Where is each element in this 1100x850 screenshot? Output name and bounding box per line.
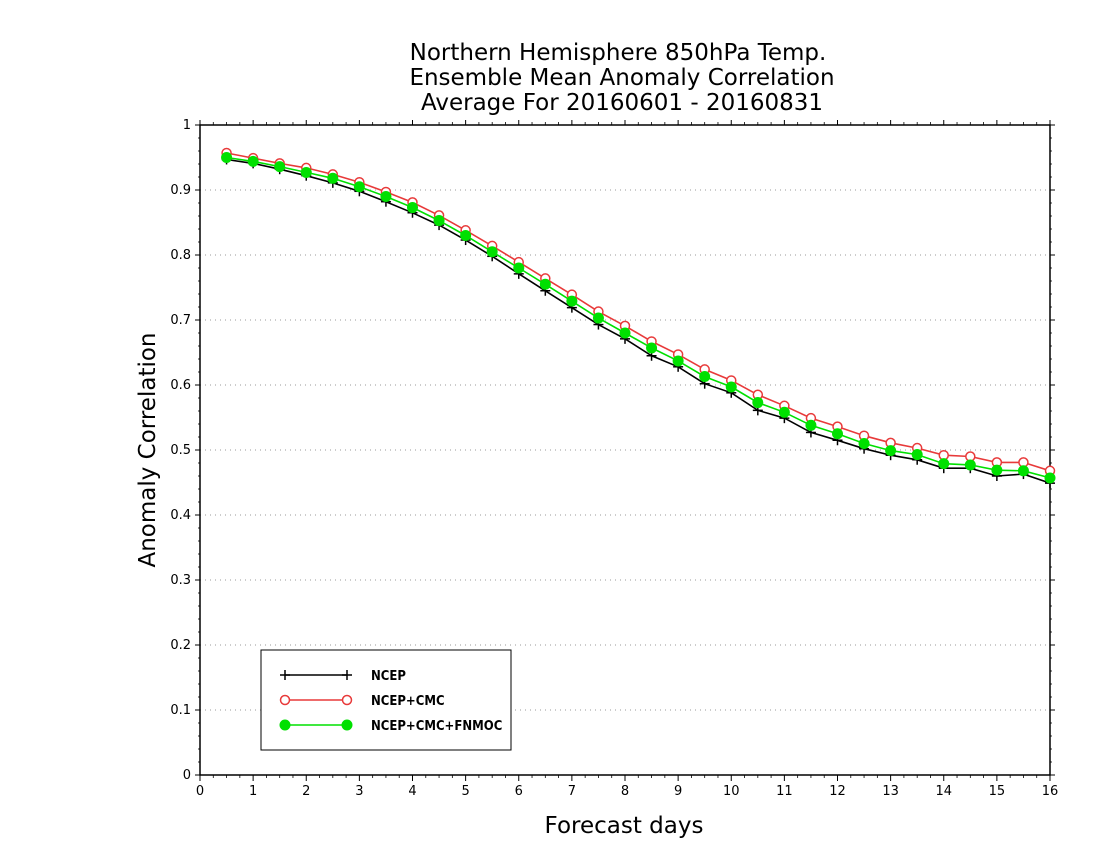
x-tick-label: 11 xyxy=(776,784,793,799)
legend-marker-end xyxy=(341,719,353,731)
data-point xyxy=(964,459,976,471)
data-point xyxy=(407,202,418,214)
legend-marker-start xyxy=(279,694,291,706)
y-tick-label: 0.4 xyxy=(170,508,191,523)
data-point xyxy=(327,172,339,184)
data-point xyxy=(1044,472,1056,484)
data-point xyxy=(858,438,870,449)
x-tick-label: 1 xyxy=(249,784,257,799)
chart-title: Northern Hemisphere 850hPa Temp. Ensembl… xyxy=(409,40,834,116)
y-tick-label: 0.3 xyxy=(170,573,191,588)
legend-marker-start xyxy=(279,719,291,731)
y-tick-label: 0.2 xyxy=(170,638,191,653)
data-point xyxy=(486,246,498,258)
series-ncep-cmc xyxy=(221,147,1056,477)
data-point xyxy=(274,161,286,173)
legend-label: NCEP+CMC xyxy=(371,694,445,709)
data-point xyxy=(460,230,472,241)
series-line xyxy=(226,158,1051,484)
x-tick-label: 4 xyxy=(408,784,416,799)
data-point xyxy=(778,406,790,418)
x-tick-label: 13 xyxy=(882,784,899,799)
data-point xyxy=(566,295,578,307)
y-tick-label: 1 xyxy=(183,118,191,133)
data-point xyxy=(619,327,631,339)
x-tick-label: 5 xyxy=(461,784,469,799)
data-point xyxy=(353,181,365,193)
data-point xyxy=(672,355,684,367)
data-series xyxy=(221,147,1056,489)
series-ncep xyxy=(221,154,1055,489)
legend-label: NCEP xyxy=(371,669,406,684)
legend-entry: NCEP xyxy=(280,669,406,684)
data-point xyxy=(380,191,392,202)
y-tick-label: 0.6 xyxy=(170,378,191,393)
data-point xyxy=(513,262,525,274)
data-point xyxy=(938,458,950,470)
legend-marker-end xyxy=(341,694,353,706)
data-point xyxy=(592,312,604,324)
x-tick-label: 15 xyxy=(989,784,1006,799)
x-tick-label: 3 xyxy=(355,784,363,799)
x-tick-label: 14 xyxy=(935,784,952,799)
legend-label: NCEP+CMC+FNMOC xyxy=(371,719,502,734)
data-point xyxy=(725,381,737,393)
data-point xyxy=(221,152,233,163)
data-point xyxy=(911,449,923,461)
y-tick-label: 0.5 xyxy=(170,443,191,458)
data-point xyxy=(832,428,843,440)
series-ncep-cmc-fnmoc xyxy=(221,152,1056,484)
x-tick-label: 16 xyxy=(1042,784,1059,799)
x-tick-label: 12 xyxy=(829,784,846,799)
data-point xyxy=(699,371,711,383)
data-point xyxy=(805,419,817,431)
legend: NCEP NCEP+CMC NCEP+CMC+FNMOC xyxy=(260,649,512,751)
chart-title-line-1: Northern Hemisphere 850hPa Temp. xyxy=(410,40,827,66)
series-line xyxy=(226,152,1051,472)
data-point xyxy=(752,397,764,409)
data-point xyxy=(539,278,551,290)
y-tick-label: 0.9 xyxy=(170,183,191,198)
data-point xyxy=(247,155,259,167)
x-tick-label: 0 xyxy=(196,784,204,799)
x-tick-label: 6 xyxy=(515,784,523,799)
x-axis-label: Forecast days xyxy=(545,813,704,839)
data-point xyxy=(433,215,445,227)
data-point xyxy=(646,342,658,354)
axes: 00.10.20.30.40.50.60.70.80.910 1 2 3 4 5 6 7 8 9 1… xyxy=(170,118,1058,799)
series-line xyxy=(226,156,1051,479)
chart-title-line-2: Ensemble Mean Anomaly Correlation xyxy=(409,65,834,91)
x-tick-label: 10 xyxy=(723,784,740,799)
legend-marker-start xyxy=(280,670,290,680)
y-tick-label: 0.7 xyxy=(170,313,191,328)
gridlines xyxy=(200,189,1050,711)
legend-entry: NCEP+CMC xyxy=(279,694,445,709)
x-tick-label: 2 xyxy=(302,784,310,799)
legend-marker-end xyxy=(342,670,352,680)
x-tick-label: 8 xyxy=(621,784,629,799)
data-point xyxy=(300,166,312,178)
x-tick-label: 7 xyxy=(568,784,576,799)
legend-entry: NCEP+CMC+FNMOC xyxy=(279,719,502,734)
y-tick-label: 0 xyxy=(183,768,191,783)
data-point xyxy=(1017,465,1029,477)
data-point xyxy=(991,464,1003,476)
y-tick-label: 0.1 xyxy=(170,703,191,718)
data-point xyxy=(885,445,897,457)
x-tick-label: 9 xyxy=(674,784,682,799)
y-axis-label: Anomaly Correlation xyxy=(135,332,161,567)
chart-title-line-3: Average For 20160601 - 20160831 xyxy=(421,90,823,116)
y-tick-label: 0.8 xyxy=(170,248,191,263)
